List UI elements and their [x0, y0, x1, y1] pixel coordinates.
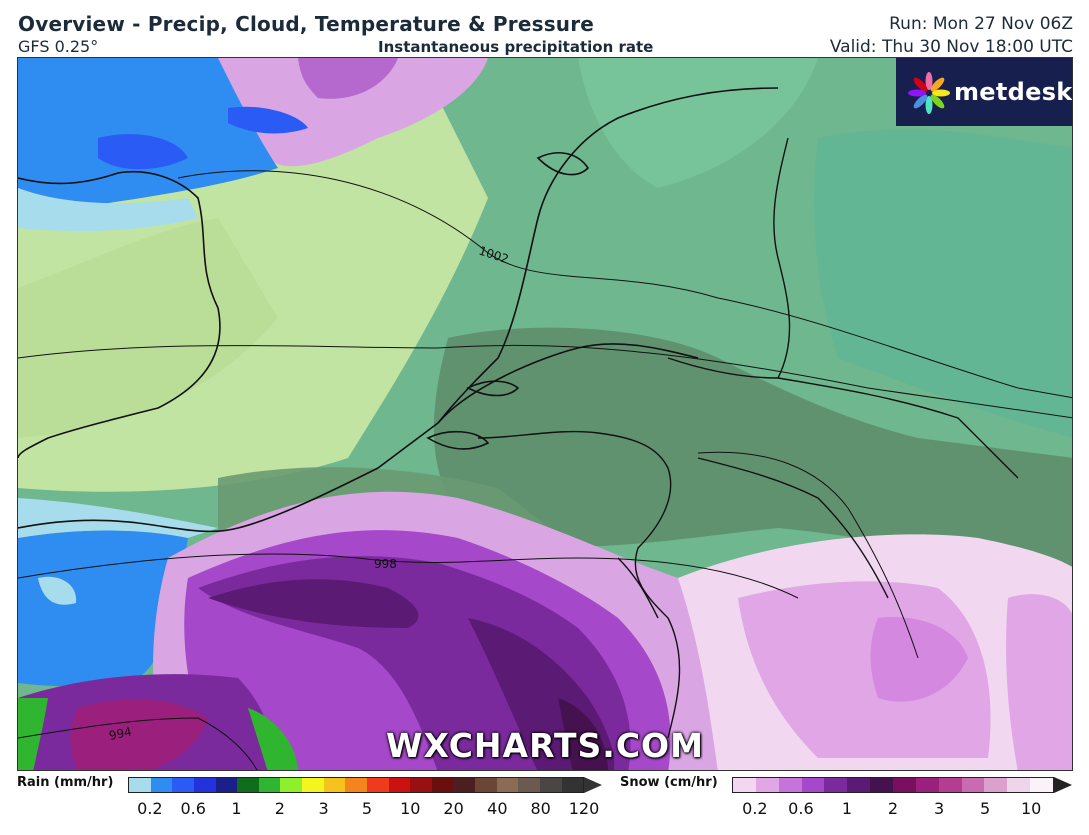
colorbar-swatch: [475, 778, 497, 792]
wxcharts-watermark: WXCHARTS.COM: [386, 726, 704, 765]
colorbar-tick-label: 3: [318, 799, 329, 818]
colorbar-tick-label: 3: [933, 799, 945, 818]
colorbar-swatch: [938, 778, 962, 792]
country-borders: [477, 137, 1019, 739]
colorbar-swatch: [915, 778, 939, 792]
colorbar-swatch: [150, 778, 173, 792]
colorbar-swatch: [410, 778, 432, 792]
colorbar-swatch: [755, 778, 779, 792]
colorbar-tick-label: 0.2: [742, 799, 768, 818]
model-label: GFS 0.25°: [18, 37, 99, 56]
colorbar-swatch: [193, 778, 216, 792]
run-time: Run: Mon 27 Nov 06Z: [889, 14, 1073, 34]
colorbar-swatch: [366, 778, 389, 792]
metdesk-logo-text: metdesk: [954, 78, 1073, 106]
colorbar-tick-label: 1: [841, 799, 853, 818]
colorbar-tick-label: 120: [568, 799, 600, 818]
colorbar-swatch: [518, 778, 540, 792]
snow-colorbar: [732, 777, 1054, 793]
colorbar-tick-label: 1: [231, 799, 242, 818]
colorbar-tick-label: 2: [887, 799, 899, 818]
colorbar-tick-label: 20: [443, 799, 464, 818]
colorbar-tick-label: 5: [979, 799, 991, 818]
colorbar-swatch: [302, 778, 324, 792]
colorbar-swatch: [847, 778, 871, 792]
rain-legend-title: Rain (mm/hr): [17, 775, 114, 790]
colorbar-tick-label: 40: [487, 799, 508, 818]
valid-time: Valid: Thu 30 Nov 18:00 UTC: [829, 37, 1073, 57]
isobar-label-998: 998: [374, 557, 397, 571]
colorbar-tick-label: 2: [274, 799, 285, 818]
chart-subtitle: Instantaneous precipitation rate: [378, 38, 654, 56]
colorbar-swatch: [893, 778, 916, 792]
colorbar-swatch: [984, 778, 1008, 792]
colorbar-tick-label: 80: [530, 799, 551, 818]
colorbar-swatch: [237, 778, 259, 792]
overcast-area: [433, 327, 1072, 578]
colorbar-swatch: [778, 778, 802, 792]
colorbar-swatch: [345, 778, 367, 792]
colorbar-tick-label: 0.6: [788, 799, 814, 818]
colorbar-swatch: [453, 778, 475, 792]
colorbar-tick-label: 10: [400, 799, 421, 818]
colorbar-swatch: [733, 778, 756, 792]
rain-area-northwest: [18, 58, 278, 208]
colorbar-tick-label: 0.2: [137, 799, 163, 818]
colorbar-swatch: [323, 778, 346, 792]
colorbar-swatch: [129, 778, 151, 792]
colorbar-swatch: [215, 778, 238, 792]
isobars: [18, 170, 1072, 770]
colorbar-swatch: [280, 778, 302, 792]
colorbar-swatch: [961, 778, 985, 792]
colorbar-tick-label: 5: [361, 799, 373, 818]
isobar-label-994: 994: [108, 724, 133, 742]
colorbar-swatch: [561, 778, 584, 792]
coastlines: [18, 87, 779, 533]
colorbar-swatch: [258, 778, 281, 792]
colorbar-tick-label: 0.6: [180, 799, 206, 818]
map-canvas: 1002 998 994: [18, 58, 1072, 770]
colorbar-swatch: [172, 778, 194, 792]
snow-colorbar-arrow: [1054, 777, 1072, 793]
weather-map[interactable]: 1002 998 994 metdesk WXCHARTS.COM: [17, 57, 1073, 771]
rain-colorbar: [128, 777, 584, 793]
colorbar-swatch: [1030, 778, 1054, 792]
colorbar-swatch: [388, 778, 411, 792]
rain-area-southwest: [18, 530, 188, 687]
metdesk-logo: metdesk: [896, 58, 1072, 126]
colorbar-swatch: [496, 778, 519, 792]
snow-area-north: [218, 58, 488, 167]
colorbar-swatch: [801, 778, 825, 792]
colorbar-tick-label: 10: [1020, 799, 1042, 818]
colorbar-swatch: [431, 778, 454, 792]
colorbar-swatch: [870, 778, 894, 792]
metdesk-flower-icon: [908, 72, 950, 114]
rain-colorbar-arrow: [584, 777, 602, 793]
colorbar-swatch: [539, 778, 562, 792]
colorbar-swatch: [824, 778, 848, 792]
chart-title: Overview - Precip, Cloud, Temperature & …: [18, 12, 595, 36]
snow-legend-title: Snow (cm/hr): [620, 775, 718, 790]
colorbar-swatch: [1007, 778, 1031, 792]
